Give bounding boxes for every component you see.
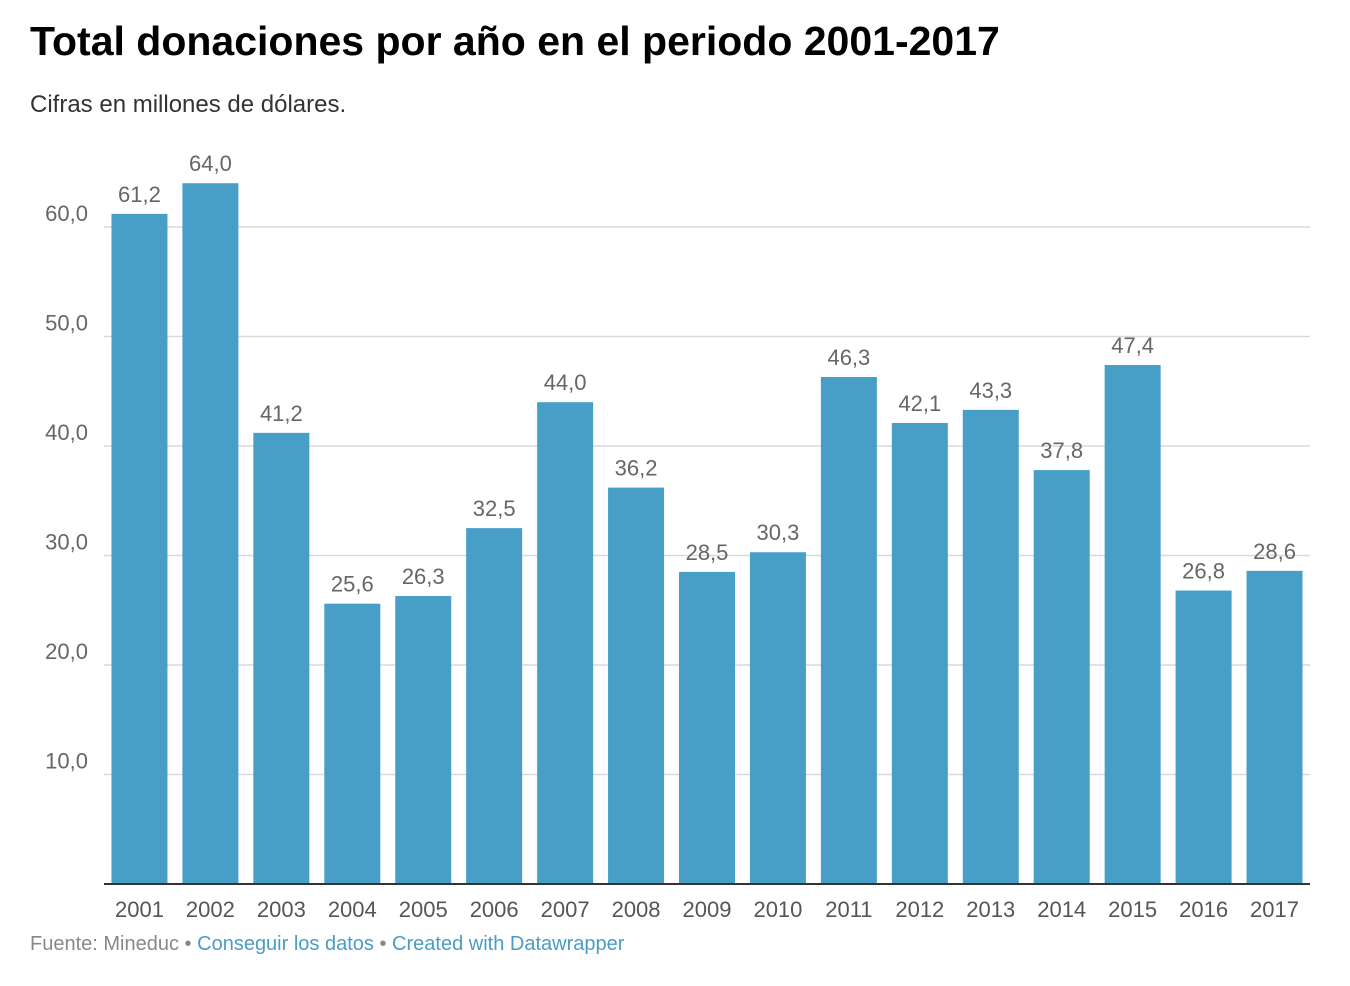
y-tick-label: 40,0 xyxy=(45,420,88,445)
bar-2016 xyxy=(1175,590,1232,884)
value-label-2010: 30,3 xyxy=(757,520,800,545)
datawrapper-credit-link[interactable]: Created with Datawrapper xyxy=(392,933,625,955)
value-label-2013: 43,3 xyxy=(969,378,1012,403)
value-label-2017: 28,6 xyxy=(1253,539,1296,564)
value-label-2006: 32,5 xyxy=(473,496,516,521)
x-tick-label-2008: 2008 xyxy=(612,897,661,922)
value-label-2014: 37,8 xyxy=(1040,438,1083,463)
y-tick-label: 50,0 xyxy=(45,311,88,336)
value-label-2007: 44,0 xyxy=(544,370,587,395)
x-tick-label-2007: 2007 xyxy=(541,897,590,922)
x-tick-label-2002: 2002 xyxy=(186,897,235,922)
footer-separator: • xyxy=(379,933,387,955)
bar-2010 xyxy=(749,552,806,884)
y-tick-label: 20,0 xyxy=(45,639,88,664)
value-label-2008: 36,2 xyxy=(615,456,658,481)
x-tick-label-2016: 2016 xyxy=(1179,897,1228,922)
value-label-2001: 61,2 xyxy=(118,182,161,207)
bar-2017 xyxy=(1246,570,1303,884)
bar-2002 xyxy=(182,183,239,884)
y-tick-label: 10,0 xyxy=(45,749,88,774)
value-label-2004: 25,6 xyxy=(331,572,374,597)
x-tick-label-2015: 2015 xyxy=(1108,897,1157,922)
bar-2013 xyxy=(962,409,1019,884)
value-label-2012: 42,1 xyxy=(898,391,941,416)
value-label-2015: 47,4 xyxy=(1111,333,1154,358)
x-tick-label-2017: 2017 xyxy=(1250,897,1299,922)
bar-2012 xyxy=(891,423,948,884)
chart-subtitle: Cifras en millones de dólares. xyxy=(30,91,347,118)
bar-2005 xyxy=(395,596,452,884)
x-tick-label-2012: 2012 xyxy=(895,897,944,922)
axes: 10,0 20,0 30,0 40,0 50,0 60,0 2001 2002 2003 2004… xyxy=(45,201,1310,922)
x-tick-label-2004: 2004 xyxy=(328,897,377,922)
bar-2014 xyxy=(1033,470,1090,884)
value-label-2011: 46,3 xyxy=(827,345,870,370)
value-label-2005: 26,3 xyxy=(402,564,445,589)
bar-2015 xyxy=(1104,364,1161,885)
y-tick-label: 30,0 xyxy=(45,530,88,555)
bar-2011 xyxy=(820,377,877,884)
value-label-2016: 26,8 xyxy=(1182,559,1225,584)
y-tick-label: 60,0 xyxy=(45,201,88,226)
x-tick-label-2014: 2014 xyxy=(1037,897,1086,922)
bars: 61,2 64,0 41,2 25,6 26,3 32,5 44,0 36,2 28,5 30,3… xyxy=(111,151,1303,885)
bar-2004 xyxy=(324,603,381,884)
chart-footer: Fuente: Mineduc • Conseguir los datos • … xyxy=(30,933,624,956)
bar-2009 xyxy=(679,571,735,884)
get-data-link[interactable]: Conseguir los datos xyxy=(197,933,374,955)
bar-2001 xyxy=(111,213,168,885)
x-tick-label-2013: 2013 xyxy=(966,897,1015,922)
value-label-2002: 64,0 xyxy=(189,151,232,176)
x-tick-label-2003: 2003 xyxy=(257,897,306,922)
x-tick-label-2006: 2006 xyxy=(470,897,519,922)
value-label-2009: 28,5 xyxy=(686,540,729,565)
x-tick-label-2001: 2001 xyxy=(115,897,164,922)
x-tick-label-2010: 2010 xyxy=(753,897,802,922)
bar-2003 xyxy=(253,432,310,884)
x-tick-label-2005: 2005 xyxy=(399,897,448,922)
chart-title: Total donaciones por año en el periodo 2… xyxy=(30,18,1000,64)
footer-separator: • xyxy=(184,933,192,955)
bar-2008 xyxy=(608,487,665,884)
x-tick-label-2009: 2009 xyxy=(683,897,732,922)
source-text: Fuente: Mineduc xyxy=(30,933,179,955)
x-tick-label-2011: 2011 xyxy=(825,897,872,922)
value-label-2003: 41,2 xyxy=(260,401,303,426)
bar-2006 xyxy=(466,528,523,884)
bar-2007 xyxy=(537,402,594,884)
